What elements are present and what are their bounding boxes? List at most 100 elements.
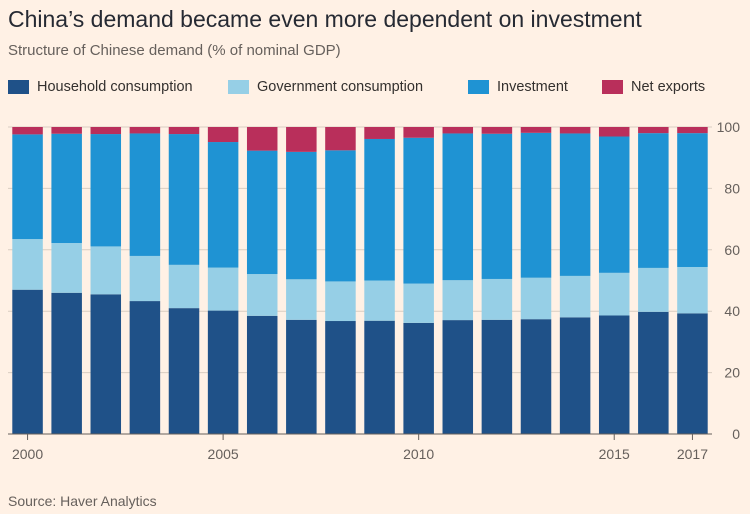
legend-swatch — [602, 80, 623, 94]
bar-segment-investment-2009 — [364, 138, 395, 281]
bar-segment-household-2001 — [51, 292, 82, 434]
bar-segment-household-2013 — [520, 319, 552, 434]
x-tick-label: 2017 — [677, 446, 708, 462]
bar-segment-investment-2006 — [246, 150, 278, 275]
y-tick-label: 0 — [732, 426, 740, 442]
bar-segment-government-2013 — [520, 277, 552, 320]
bar-segment-government-2015 — [598, 272, 630, 316]
bar-segment-net-exports-2000 — [12, 127, 43, 135]
bar-segment-investment-2016 — [638, 133, 669, 268]
bar-segment-household-2012 — [481, 319, 513, 434]
bar-segment-household-2017 — [677, 313, 708, 434]
legend-item-net-exports: Net exports — [602, 76, 705, 98]
bar-segment-government-2003 — [129, 255, 161, 302]
bar-segment-net-exports-2008 — [325, 127, 356, 151]
bar-segment-government-2009 — [364, 280, 395, 321]
legend-label: Government consumption — [257, 79, 424, 95]
bar-segment-net-exports-2014 — [559, 127, 591, 134]
bar-segment-investment-2015 — [598, 136, 630, 273]
bar-segment-investment-2011 — [442, 133, 474, 281]
bar-segment-household-2003 — [129, 301, 161, 434]
bar-segment-net-exports-2011 — [442, 127, 474, 134]
bar-segment-government-2010 — [403, 283, 434, 323]
bar-segment-household-2000 — [12, 289, 43, 434]
bar-segment-household-2006 — [246, 315, 278, 434]
bar-segment-investment-2013 — [520, 132, 552, 278]
y-tick-label: 80 — [724, 180, 740, 196]
bar-segment-government-2016 — [638, 267, 669, 312]
bar-segment-household-2015 — [598, 315, 630, 434]
x-tick-label: 2015 — [599, 446, 630, 462]
x-tick-label: 2005 — [208, 446, 239, 462]
bar-segment-household-2008 — [325, 321, 356, 434]
bar-segment-investment-2012 — [481, 133, 513, 279]
chart-title: China’s demand became even more dependen… — [8, 6, 642, 32]
bar-segment-net-exports-2015 — [598, 127, 630, 137]
bar-segment-investment-2002 — [90, 134, 122, 247]
chart-source: Source: Haver Analytics — [8, 493, 157, 509]
bar-segment-net-exports-2017 — [677, 127, 708, 134]
bar-segment-household-2007 — [286, 319, 317, 434]
bar-segment-government-2007 — [286, 279, 317, 320]
bar-segment-investment-2014 — [559, 133, 591, 276]
legend-swatch — [8, 80, 29, 94]
y-tick-label: 60 — [724, 242, 740, 258]
x-tick-label: 2000 — [12, 446, 43, 462]
x-tick-label: 2010 — [403, 446, 434, 462]
bar-segment-net-exports-2002 — [90, 127, 122, 135]
bar-segment-government-2008 — [325, 281, 356, 322]
bar-segment-government-2000 — [12, 239, 43, 290]
bar-segment-government-2002 — [90, 246, 122, 295]
bar-segment-investment-2000 — [12, 134, 43, 240]
legend-swatch — [228, 80, 249, 94]
bar-segment-government-2004 — [168, 264, 200, 309]
bar-segment-household-2002 — [90, 294, 122, 434]
bar-segment-net-exports-2007 — [286, 127, 317, 152]
y-tick-label: 100 — [717, 119, 741, 135]
bar-segment-household-2016 — [638, 311, 669, 434]
bar-segment-government-2012 — [481, 278, 513, 320]
bar-segment-household-2010 — [403, 322, 434, 434]
bar-segment-net-exports-2006 — [246, 127, 278, 151]
bar-segment-net-exports-2010 — [403, 127, 434, 138]
bar-segment-net-exports-2013 — [520, 127, 552, 133]
bar-segment-household-2009 — [364, 320, 395, 434]
legend-label: Household consumption — [37, 79, 193, 95]
bar-segment-investment-2007 — [286, 151, 317, 280]
bar-segment-investment-2004 — [168, 134, 200, 265]
stacked-bar-chart: 0 20 40 60 80 100 2000 2005 2010 2015 2017 — [8, 119, 741, 462]
y-tick-label: 20 — [724, 365, 740, 381]
bar-segment-investment-2005 — [207, 142, 239, 268]
chart-legend: Household consumption Government consumpt… — [8, 76, 743, 98]
bar-segment-net-exports-2003 — [129, 127, 161, 134]
legend-swatch — [468, 80, 489, 94]
legend-item-investment: Investment — [468, 76, 568, 98]
bar-segment-net-exports-2012 — [481, 127, 513, 134]
bar-segment-government-2014 — [559, 275, 591, 318]
bar-segment-net-exports-2005 — [207, 127, 239, 143]
legend-label: Net exports — [631, 79, 706, 95]
bar-segment-household-2004 — [168, 308, 200, 434]
bar-segment-net-exports-2009 — [364, 127, 395, 139]
bar-segment-household-2005 — [207, 310, 239, 434]
legend-item-government: Government consumption — [228, 76, 423, 98]
bar-segment-investment-2017 — [677, 133, 708, 267]
bar-segment-government-2005 — [207, 267, 239, 311]
bar-segment-household-2014 — [559, 317, 591, 434]
legend-label: Investment — [497, 79, 568, 95]
bar-segment-investment-2003 — [129, 133, 161, 256]
bar-segment-government-2017 — [677, 266, 708, 314]
bar-segment-investment-2010 — [403, 137, 434, 284]
bar-segment-net-exports-2001 — [51, 127, 82, 134]
bar-segment-net-exports-2016 — [638, 127, 669, 134]
chart-subtitle: Structure of Chinese demand (% of nomina… — [8, 42, 341, 59]
bar-segment-household-2011 — [442, 320, 474, 434]
legend-item-household: Household consumption — [8, 76, 193, 98]
bar-segment-government-2011 — [442, 280, 474, 321]
bar-segment-investment-2001 — [51, 133, 82, 244]
bar-segment-government-2006 — [246, 274, 278, 316]
bar-segment-government-2001 — [51, 243, 82, 293]
y-tick-label: 40 — [724, 303, 740, 319]
bar-segment-investment-2008 — [325, 150, 356, 282]
bar-segment-net-exports-2004 — [168, 127, 200, 135]
